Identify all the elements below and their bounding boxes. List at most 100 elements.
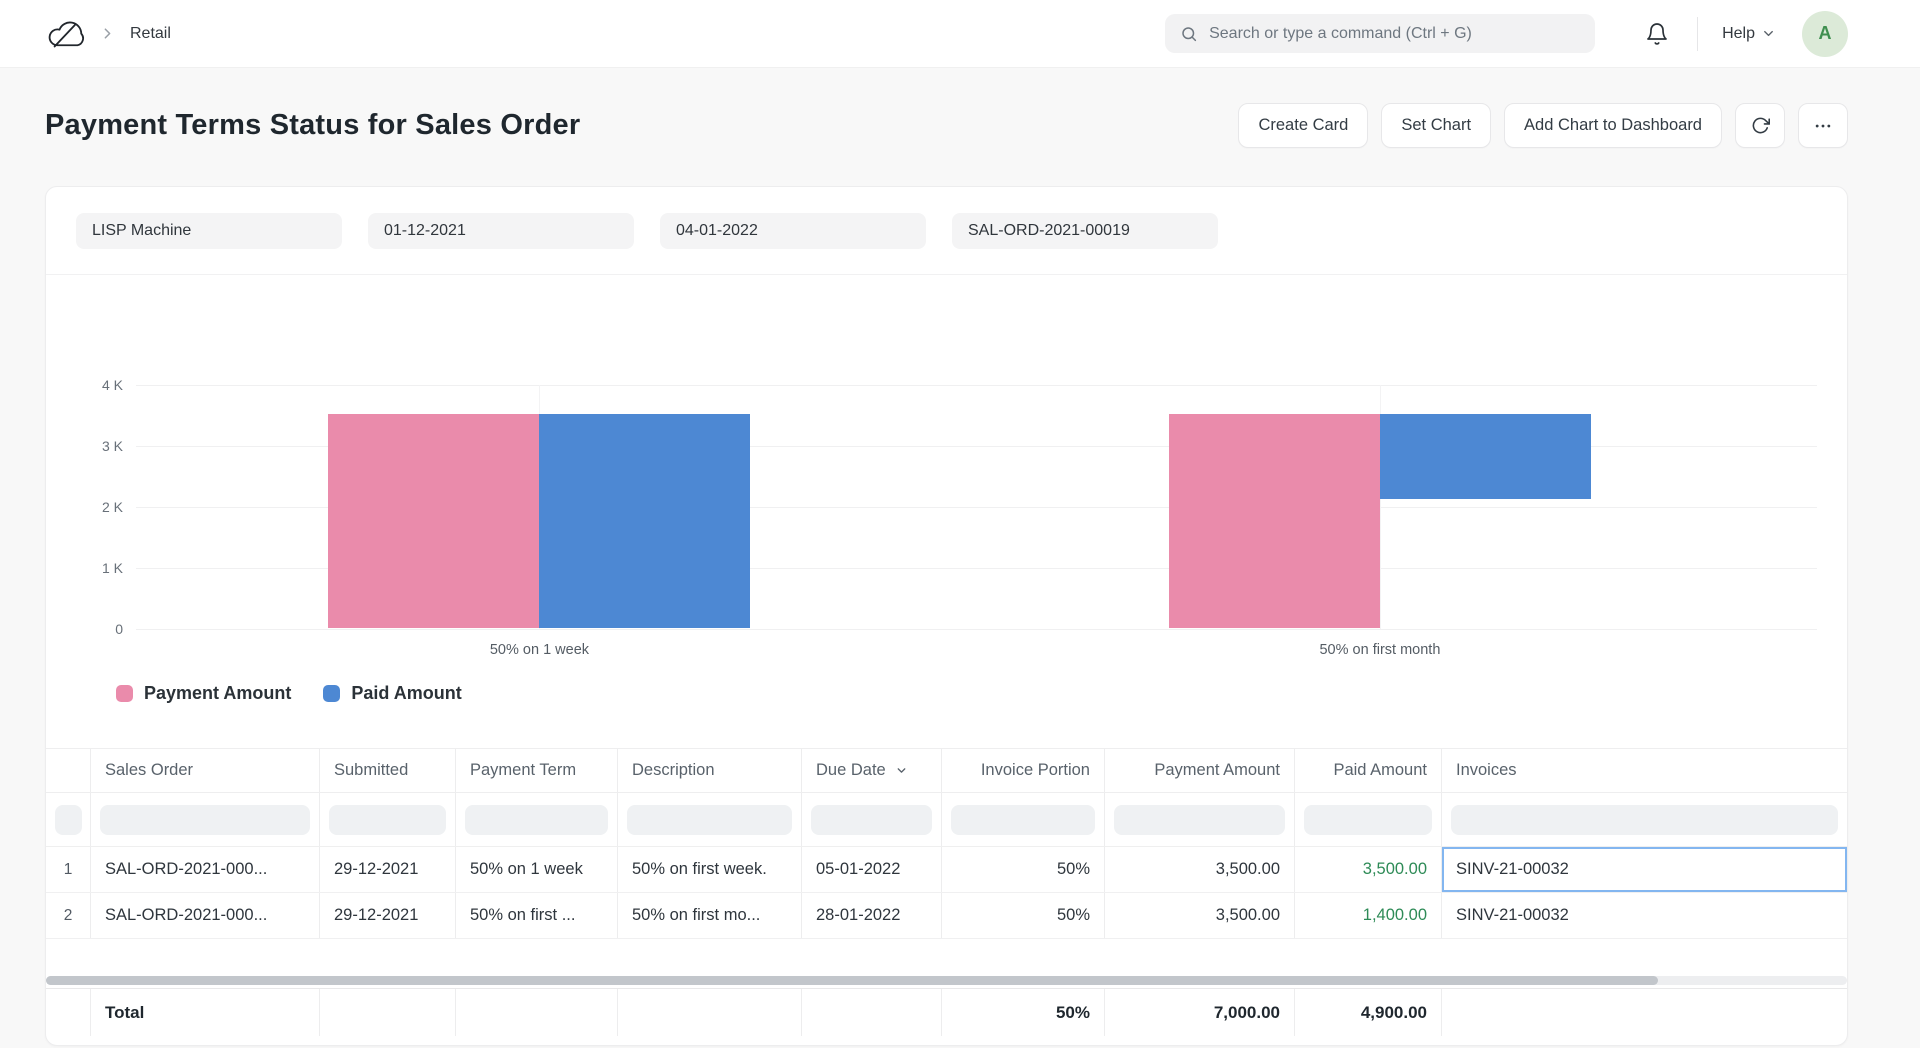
cell-invoices[interactable]: SINV-21-00032: [1456, 906, 1569, 924]
filter-input-paid-amount[interactable]: [1304, 804, 1432, 835]
horizontal-scrollbar-thumb[interactable]: [46, 976, 1658, 985]
top-navbar: Retail Search or type a command (Ctrl + …: [0, 0, 1920, 68]
cell-due-date[interactable]: 28-01-2022: [802, 893, 942, 938]
filter-input-invoices[interactable]: [1451, 804, 1838, 835]
col-header-sales-order[interactable]: Sales Order: [91, 749, 320, 792]
filter-to-date[interactable]: 04-01-2022: [660, 213, 926, 249]
ellipsis-icon: [1815, 124, 1831, 127]
refresh-button[interactable]: [1735, 103, 1785, 148]
col-header-invoices[interactable]: Invoices: [1456, 761, 1517, 779]
chart-legend: Payment Amount Paid Amount: [116, 681, 1847, 705]
bar-group: [1168, 414, 1591, 628]
filter-input-submitted[interactable]: [329, 804, 446, 835]
report-table: Sales Order Submitted Payment Term Descr…: [46, 748, 1847, 1036]
y-tick: 3 K: [101, 438, 123, 454]
col-header-invoice-portion[interactable]: Invoice Portion: [942, 749, 1105, 792]
col-header-payment-term[interactable]: Payment Term: [456, 749, 618, 792]
cell-payment-term[interactable]: 50% on 1 week: [456, 847, 618, 892]
table-row: 2 SAL-ORD-2021-000... 29-12-2021 50% on …: [46, 893, 1847, 939]
row-number[interactable]: 2: [46, 893, 91, 938]
cell-payment-amount[interactable]: 3,500.00: [1105, 893, 1295, 938]
filter-input-due-date[interactable]: [811, 804, 932, 835]
total-label: Total: [91, 989, 320, 1036]
row-number[interactable]: 1: [46, 847, 91, 892]
table-filter-row: [46, 793, 1847, 847]
filter-input-payment-amount[interactable]: [1114, 804, 1285, 835]
create-card-button[interactable]: Create Card: [1238, 103, 1369, 148]
total-payment-amount: 7,000.00: [1105, 989, 1295, 1036]
page-title: Payment Terms Status for Sales Order: [45, 109, 581, 141]
bar-payment-amount: [328, 414, 540, 628]
col-header-submitted[interactable]: Submitted: [320, 749, 456, 792]
cell-invoice-portion[interactable]: 50%: [942, 847, 1105, 892]
filter-input-rownum[interactable]: [55, 804, 82, 835]
cell-payment-amount[interactable]: 3,500.00: [1105, 847, 1295, 892]
set-chart-button[interactable]: Set Chart: [1381, 103, 1492, 148]
horizontal-scrollbar-track[interactable]: [46, 976, 1847, 985]
cell-payment-term[interactable]: 50% on first ...: [456, 893, 618, 938]
help-menu[interactable]: Help: [1722, 25, 1776, 43]
cell-due-date[interactable]: 05-01-2022: [802, 847, 942, 892]
cell-paid-amount[interactable]: 1,400.00: [1295, 893, 1442, 938]
table-header-row: Sales Order Submitted Payment Term Descr…: [46, 748, 1847, 793]
cell-submitted[interactable]: 29-12-2021: [320, 847, 456, 892]
refresh-icon: [1752, 117, 1770, 134]
cell-paid-amount[interactable]: 3,500.00: [1295, 847, 1442, 892]
more-options-button[interactable]: [1798, 103, 1848, 148]
table-total-row: Total 50% 7,000.00 4,900.00: [46, 988, 1847, 1036]
bar-chart: 4 K 3 K 2 K 1 K 0 50% on 1 week 50% on f…: [46, 275, 1847, 705]
filter-input-invoice-portion[interactable]: [951, 804, 1095, 835]
col-header-description[interactable]: Description: [618, 749, 802, 792]
chevron-down-icon: [1764, 30, 1773, 37]
x-axis-label: 50% on 1 week: [489, 642, 590, 658]
col-header-rownum: [46, 749, 91, 792]
y-tick: 0: [115, 621, 123, 637]
filter-sales-order[interactable]: SAL-ORD-2021-00019: [952, 213, 1218, 249]
cell-sales-order[interactable]: SAL-ORD-2021-000...: [91, 893, 320, 938]
search-placeholder: Search or type a command (Ctrl + G): [1209, 24, 1472, 42]
chart-plot: 4 K 3 K 2 K 1 K 0: [102, 377, 1817, 637]
y-tick: 2 K: [101, 499, 123, 515]
total-invoice-portion: 50%: [942, 989, 1105, 1036]
bar-paid-amount: [1379, 414, 1591, 499]
y-tick: 4 K: [101, 377, 123, 393]
col-header-payment-amount[interactable]: Payment Amount: [1105, 749, 1295, 792]
legend-swatch-pink: [116, 684, 133, 702]
notifications-bell-icon[interactable]: [1645, 22, 1669, 46]
cell-description[interactable]: 50% on first mo...: [618, 893, 802, 938]
bar-group: [328, 414, 751, 628]
total-paid-amount: 4,900.00: [1295, 989, 1442, 1036]
cell-submitted[interactable]: 29-12-2021: [320, 893, 456, 938]
filter-item[interactable]: LISP Machine: [76, 213, 342, 249]
cell-sales-order[interactable]: SAL-ORD-2021-000...: [91, 847, 320, 892]
y-tick: 1 K: [101, 560, 123, 576]
col-header-due-date[interactable]: Due Date: [802, 749, 942, 792]
legend-item-paid-amount: Paid Amount: [323, 683, 462, 704]
x-axis-label: 50% on first month: [1319, 642, 1441, 658]
filter-input-payment-term[interactable]: [465, 804, 608, 835]
sort-chevron-down-icon: [897, 768, 906, 773]
report-card: LISP Machine 01-12-2021 04-01-2022 SAL-O…: [45, 186, 1848, 1046]
filter-input-sales-order[interactable]: [100, 804, 310, 835]
search-icon: [1180, 25, 1198, 43]
cell-description[interactable]: 50% on first week.: [618, 847, 802, 892]
bar-paid-amount: [539, 414, 751, 628]
cell-invoices-focused[interactable]: SINV-21-00032: [1442, 847, 1847, 892]
help-label: Help: [1722, 24, 1755, 42]
filter-input-description[interactable]: [627, 804, 792, 835]
breadcrumb-chevron-icon: [99, 25, 116, 42]
col-header-paid-amount[interactable]: Paid Amount: [1295, 749, 1442, 792]
legend-item-payment-amount: Payment Amount: [116, 683, 291, 704]
avatar[interactable]: A: [1802, 10, 1848, 57]
table-row: 1 SAL-ORD-2021-000... 29-12-2021 50% on …: [46, 847, 1847, 893]
bar-payment-amount: [1168, 414, 1380, 628]
nav-divider: [1697, 16, 1699, 51]
breadcrumb[interactable]: Retail: [130, 24, 171, 42]
add-chart-to-dashboard-button[interactable]: Add Chart to Dashboard: [1504, 103, 1722, 148]
cell-invoice-portion[interactable]: 50%: [942, 893, 1105, 938]
filter-from-date[interactable]: 01-12-2021: [368, 213, 634, 249]
legend-swatch-blue: [323, 684, 341, 702]
app-logo-icon[interactable]: [45, 17, 85, 51]
global-search-input[interactable]: Search or type a command (Ctrl + G): [1165, 14, 1596, 53]
filter-bar: LISP Machine 01-12-2021 04-01-2022 SAL-O…: [46, 187, 1847, 275]
